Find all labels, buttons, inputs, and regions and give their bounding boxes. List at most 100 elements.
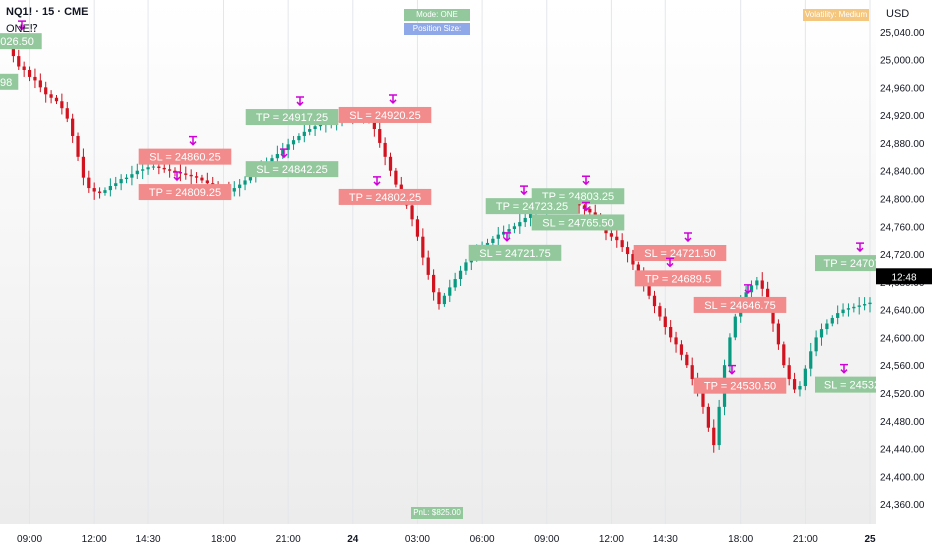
trade-label-text: SL = 24721.75 (479, 248, 550, 260)
candle-body (431, 274, 436, 293)
candle-body (862, 304, 867, 306)
candle-body (378, 129, 382, 143)
price-tick-label: 24,960.00 (880, 83, 925, 94)
price-tick-label: 24,720.00 (880, 250, 925, 261)
signal-marker (582, 175, 590, 186)
candle-body (528, 213, 533, 218)
time-axis[interactable]: 09:00 12:00 14:30 18:00 21:00 24 03:00 06:00 09:… (17, 534, 876, 545)
trade-label-box (0, 73, 19, 90)
trade-label-box (138, 184, 232, 201)
candle-body (523, 217, 527, 223)
candle-body (108, 185, 112, 191)
trade-label-box (245, 161, 339, 178)
trade-label-text: SL = 24920.25 (349, 110, 420, 122)
candle-body (205, 180, 209, 184)
trade-label-text: SL = 24646.75 (704, 300, 775, 312)
trade-label-box (485, 198, 579, 215)
currency-label[interactable]: USD (886, 8, 910, 20)
candle-body (248, 176, 253, 181)
candle-body (685, 354, 689, 366)
trade-label-text: SL = 24860.25 (149, 152, 220, 164)
candle-body (669, 326, 673, 338)
candle-body (491, 238, 495, 243)
candle-body (615, 236, 619, 241)
position-size-box: Position Size: 1.00 (404, 23, 470, 45)
trade-label-text: 5026.50 (0, 36, 34, 48)
candle-body (582, 205, 587, 209)
candle-body (291, 140, 296, 145)
candle-body (755, 280, 759, 286)
signal-marker (520, 185, 528, 196)
candle-body (507, 229, 511, 232)
time-tick-label: 09:00 (534, 534, 559, 545)
candle-body (652, 295, 657, 307)
trade-label-text: SL = 24721.50 (644, 248, 715, 260)
price-tick-label: 24,440.00 (880, 445, 925, 456)
trade-label-text: TP = 24917.25 (256, 112, 328, 124)
candle-body (609, 233, 614, 237)
time-tick-label: 12:00 (82, 534, 107, 545)
candle-body (464, 262, 468, 271)
candle-body (243, 180, 247, 185)
candle-body (124, 177, 129, 180)
trade-label-text: TP = 24723.25 (496, 201, 568, 213)
trade-label-box (693, 296, 787, 313)
candle-body (647, 285, 651, 296)
candle-body (706, 406, 710, 428)
candle-body (189, 174, 193, 177)
candle-body (717, 406, 721, 446)
signal-marker (666, 257, 674, 268)
indicator-name[interactable]: ONE⁉ (6, 23, 38, 35)
time-tick-label: 18:00 (728, 534, 753, 545)
candle-body (712, 427, 716, 446)
price-axis[interactable]: 24,360.00 24,400.00 24,440.00 24,480.00 24,5… (880, 28, 925, 511)
candle-body (114, 183, 118, 186)
candle-body (620, 240, 624, 248)
candle-body (701, 392, 705, 407)
trade-label-box (531, 214, 625, 231)
time-tick-label: 09:00 (17, 534, 42, 545)
trade-label-text: SL = 24842.25 (256, 164, 327, 176)
signal-marker (744, 284, 752, 294)
mode-box: Mode: ONE (404, 9, 470, 21)
candle-body (76, 135, 80, 157)
candle-body (302, 131, 306, 136)
trade-labels: 5026.50 498 SL = 24860.25 TP = 24809.25 TP =… (0, 33, 889, 394)
candle-body (809, 351, 813, 369)
trade-label-box (633, 245, 727, 262)
price-tick-label: 24,560.00 (880, 361, 925, 372)
trade-label-box (815, 255, 889, 272)
signal-marker (684, 232, 692, 243)
candle-body (458, 270, 463, 280)
candle-body (830, 317, 834, 324)
candle-body (631, 254, 635, 265)
plot-background (0, 0, 876, 524)
trade-label-box (138, 148, 232, 165)
candle-body (60, 101, 64, 109)
last-price-tag-box (876, 268, 932, 285)
time-tick-label: 14:30 (653, 534, 678, 545)
candle-body (44, 87, 48, 95)
candle-body (782, 344, 786, 366)
candle-body (270, 158, 274, 163)
time-tick-label: 03:00 (405, 534, 430, 545)
symbol-title[interactable]: NQ1! · 15 · CME (6, 6, 89, 18)
volatility-box: Volatility: Medium (803, 9, 869, 21)
candle-body (200, 177, 204, 181)
trade-label-text: TP = 24707 (824, 258, 881, 270)
time-axis-background (0, 524, 932, 550)
time-tick-label: 21:00 (276, 534, 301, 545)
candle-body (448, 287, 452, 296)
candle-body (97, 191, 102, 193)
trade-label-box (468, 244, 562, 261)
candle-body (421, 236, 425, 258)
candle-body (728, 337, 732, 366)
price-tick-label: 25,000.00 (880, 56, 925, 67)
candle-body (87, 177, 91, 189)
candle-body (54, 97, 59, 102)
candle-body (135, 170, 139, 175)
trade-label-box (0, 33, 42, 50)
candle-body (776, 323, 781, 345)
candle-body (383, 142, 387, 157)
